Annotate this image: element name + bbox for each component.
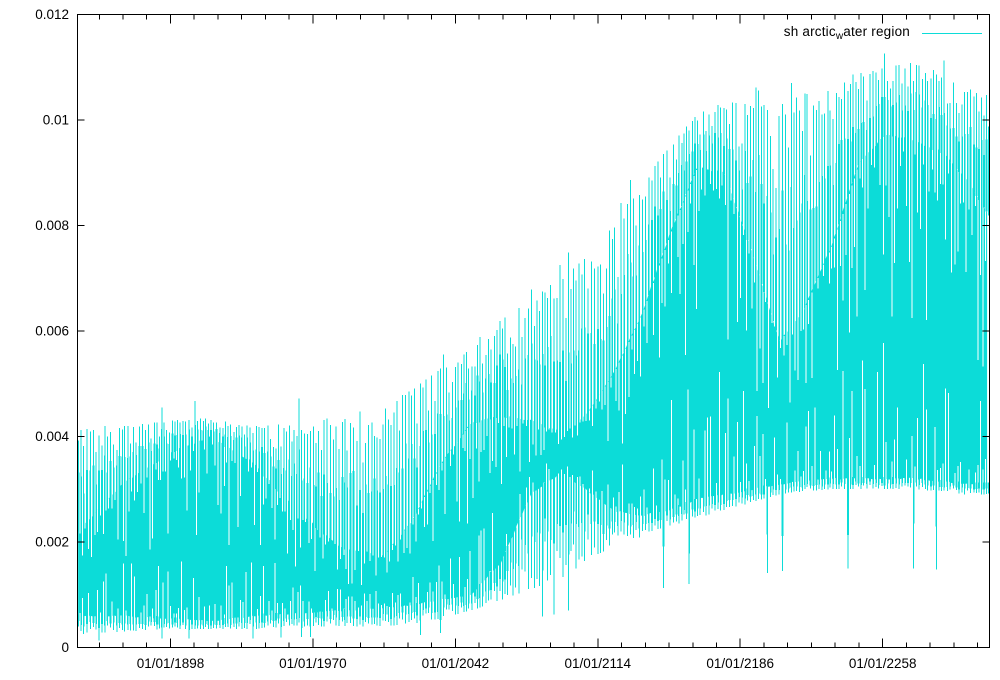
series-white-channels <box>79 131 991 623</box>
legend-line-sample <box>922 32 982 34</box>
y-tick-label: 0.008 <box>35 218 69 233</box>
series-strokes-dense <box>77 92 990 630</box>
legend-text-suffix: ater region <box>843 24 910 39</box>
x-tick-label: 01/01/1970 <box>279 656 347 671</box>
x-tick-label: 01/01/1898 <box>137 656 205 671</box>
y-tick-label: 0.01 <box>43 113 69 128</box>
y-tick-label: 0.006 <box>35 324 69 339</box>
x-tick-label: 01/01/2114 <box>565 656 632 671</box>
legend-text-subscript: w <box>835 31 844 42</box>
y-tick-label: 0.002 <box>35 535 69 550</box>
x-tick-label: 01/01/2186 <box>706 656 774 671</box>
y-tick-label: 0.004 <box>35 429 69 444</box>
legend-text-prefix: sh arctic <box>783 24 836 39</box>
y-tick-label: 0.012 <box>35 7 69 22</box>
y-tick-label: 0 <box>61 640 69 655</box>
series-core-band <box>78 134 988 623</box>
legend: sh arcticwater region <box>784 24 982 42</box>
x-tick-label: 01/01/2042 <box>422 656 490 671</box>
axis-ticks <box>77 14 990 648</box>
x-tick-label: 01/01/2258 <box>849 656 917 671</box>
legend-label: sh arcticwater region <box>784 24 910 42</box>
series-strokes <box>78 53 990 641</box>
